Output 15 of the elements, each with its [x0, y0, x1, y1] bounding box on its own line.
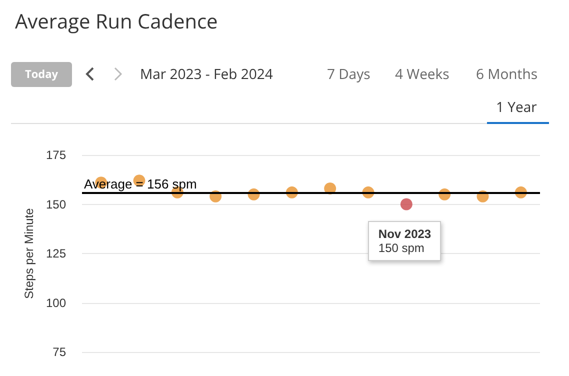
chart-title: Average Run Cadence	[15, 8, 218, 34]
text: Today	[11, 62, 72, 87]
y-tick-label: 150	[46, 197, 66, 212]
y-tick-label: 125	[46, 246, 66, 260]
text: 1 Year	[496, 98, 537, 117]
y-axis-title: Steps per Minute	[22, 208, 36, 299]
text: 4 Weeks	[395, 65, 450, 84]
y-tick-label: 75	[52, 345, 66, 359]
y-tick-label: 100	[46, 296, 66, 310]
text: 7 Days	[327, 65, 370, 84]
text: 6 Months	[476, 65, 538, 84]
point	[400, 198, 412, 210]
annotation: Nov 2023 150 spm	[378, 227, 432, 256]
y-tick-label: 175	[46, 148, 66, 162]
text: Mar 2023 - Feb 2024	[140, 65, 273, 84]
